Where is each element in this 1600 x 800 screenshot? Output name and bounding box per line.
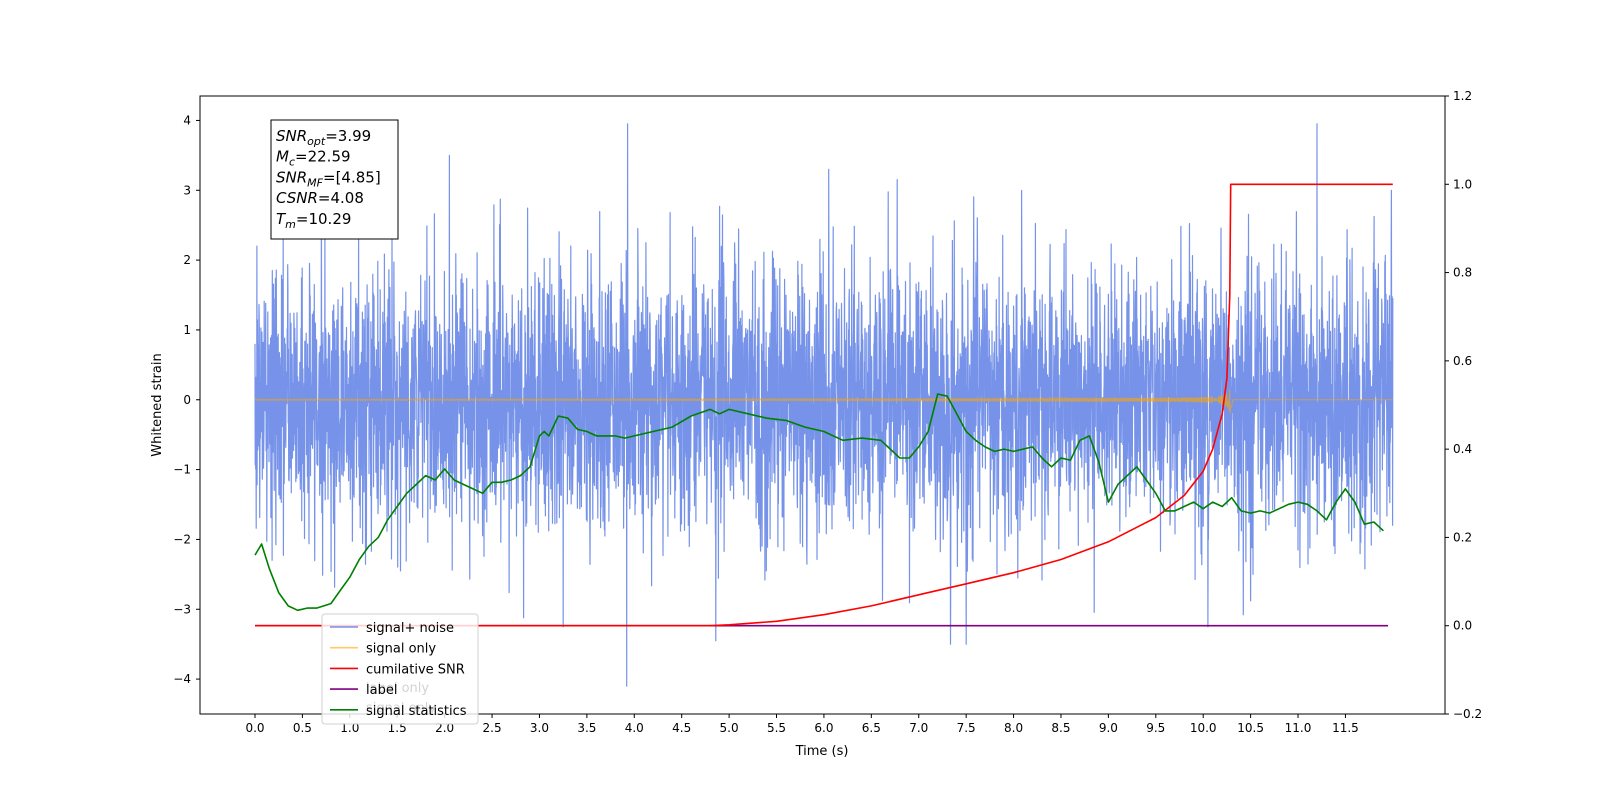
x-axis-label: Time (s) — [795, 744, 849, 759]
series-cumulative-snr — [255, 183, 1393, 627]
x-tick-label: 8.0 — [1004, 721, 1023, 735]
y-axis-left: 4 3 2 1 0 −1 −2 −3 −4 — [173, 113, 200, 686]
annotation-value: =10.29 — [296, 210, 352, 228]
x-tick-label: 6.0 — [814, 721, 833, 735]
legend-entry: label — [366, 683, 397, 698]
annotation-line: SNRMF=[4.85] — [276, 168, 381, 189]
x-tick-label: 6.5 — [862, 721, 881, 735]
y2-tick-label: 0.6 — [1453, 354, 1472, 368]
x-tick-label: 9.5 — [1146, 721, 1165, 735]
x-tick-label: 11.5 — [1332, 721, 1359, 735]
series-signal-plus-noise — [254, 123, 1394, 687]
annotation-box: SNRopt=3.99Mc=22.59SNRMF=[4.85]CSNR=4.08… — [270, 119, 399, 240]
y2-tick-label: 1.0 — [1453, 177, 1472, 191]
annotation-line: Mc=22.59 — [276, 148, 351, 169]
annotation-base: SNR — [276, 127, 307, 145]
legend-entry: cumilative SNR — [366, 662, 465, 677]
annotation-value: =3.99 — [325, 127, 371, 145]
y2-tick-label: 0.8 — [1453, 266, 1472, 280]
plot-frame — [199, 95, 1446, 715]
x-tick-label: 5.5 — [767, 721, 786, 735]
annotation-subscript: MF — [307, 176, 323, 189]
y-tick-label: −2 — [173, 532, 191, 546]
y2-tick-label: 0.2 — [1453, 530, 1472, 544]
x-tick-label: 7.5 — [957, 721, 976, 735]
x-tick-label: 4.0 — [625, 721, 644, 735]
y-axis-right: 1.2 1.0 0.8 0.6 0.4 0.2 0.0 −0.2 — [1445, 89, 1482, 721]
y-axis-label: Whitened strain — [150, 353, 165, 456]
series-layer — [254, 123, 1394, 687]
legend-entry: signal+ noise — [366, 621, 454, 636]
annotation-subscript: opt — [307, 135, 326, 148]
annotation-subscript: m — [285, 218, 296, 231]
legend: label onlysignal onlysignal+ noisesignal… — [321, 613, 479, 725]
x-tick-label: 2.5 — [483, 721, 502, 735]
annotation-value: =[4.85] — [323, 168, 381, 186]
x-tick-label: 5.0 — [720, 721, 739, 735]
y2-tick-label: 0.4 — [1453, 442, 1472, 456]
y2-tick-label: 1.2 — [1453, 89, 1472, 103]
y-tick-label: −3 — [173, 602, 191, 616]
x-tick-label: 0.0 — [245, 721, 264, 735]
x-tick-label: 10.5 — [1237, 721, 1264, 735]
annotation-value: =4.08 — [318, 189, 364, 207]
annotation-frame — [270, 119, 399, 240]
legend-frame — [321, 613, 479, 725]
x-tick-label: 11.0 — [1285, 721, 1312, 735]
legend-entry: signal only — [366, 642, 436, 657]
annotation-line: Tm=10.29 — [276, 210, 351, 231]
y-tick-label: −4 — [173, 672, 191, 686]
annotation-base: M — [276, 148, 289, 166]
x-tick-label: 4.5 — [672, 721, 691, 735]
y-tick-label: 3 — [183, 183, 191, 197]
annotation-base: CSNR — [276, 189, 318, 207]
y-tick-label: 1 — [183, 323, 191, 337]
series-signal-only — [254, 388, 1393, 415]
x-tick-label: 7.0 — [909, 721, 928, 735]
annotation-line: SNRopt=3.99 — [276, 127, 371, 148]
y2-tick-label: −0.2 — [1453, 707, 1482, 721]
annotation-line: CSNR=4.08 — [276, 189, 364, 207]
x-tick-label: 8.5 — [1051, 721, 1070, 735]
x-tick-label: 10.0 — [1190, 721, 1217, 735]
y-tick-label: −1 — [173, 463, 191, 477]
x-tick-label: 0.5 — [293, 721, 312, 735]
y-tick-label: 2 — [183, 253, 191, 267]
x-tick-label: 9.0 — [1099, 721, 1118, 735]
annotation-base: T — [276, 210, 287, 228]
annotation-subscript: c — [289, 156, 295, 169]
x-tick-label: 3.0 — [530, 721, 549, 735]
y-tick-label: 0 — [183, 393, 191, 407]
legend-entry: signal statistics — [366, 704, 467, 719]
y2-tick-label: 0.0 — [1453, 619, 1472, 633]
y-tick-label: 4 — [183, 113, 191, 127]
annotation-base: SNR — [276, 168, 307, 186]
annotation-value: =22.59 — [295, 148, 351, 166]
x-tick-label: 3.5 — [577, 721, 596, 735]
series-signal-statistics — [254, 393, 1384, 612]
